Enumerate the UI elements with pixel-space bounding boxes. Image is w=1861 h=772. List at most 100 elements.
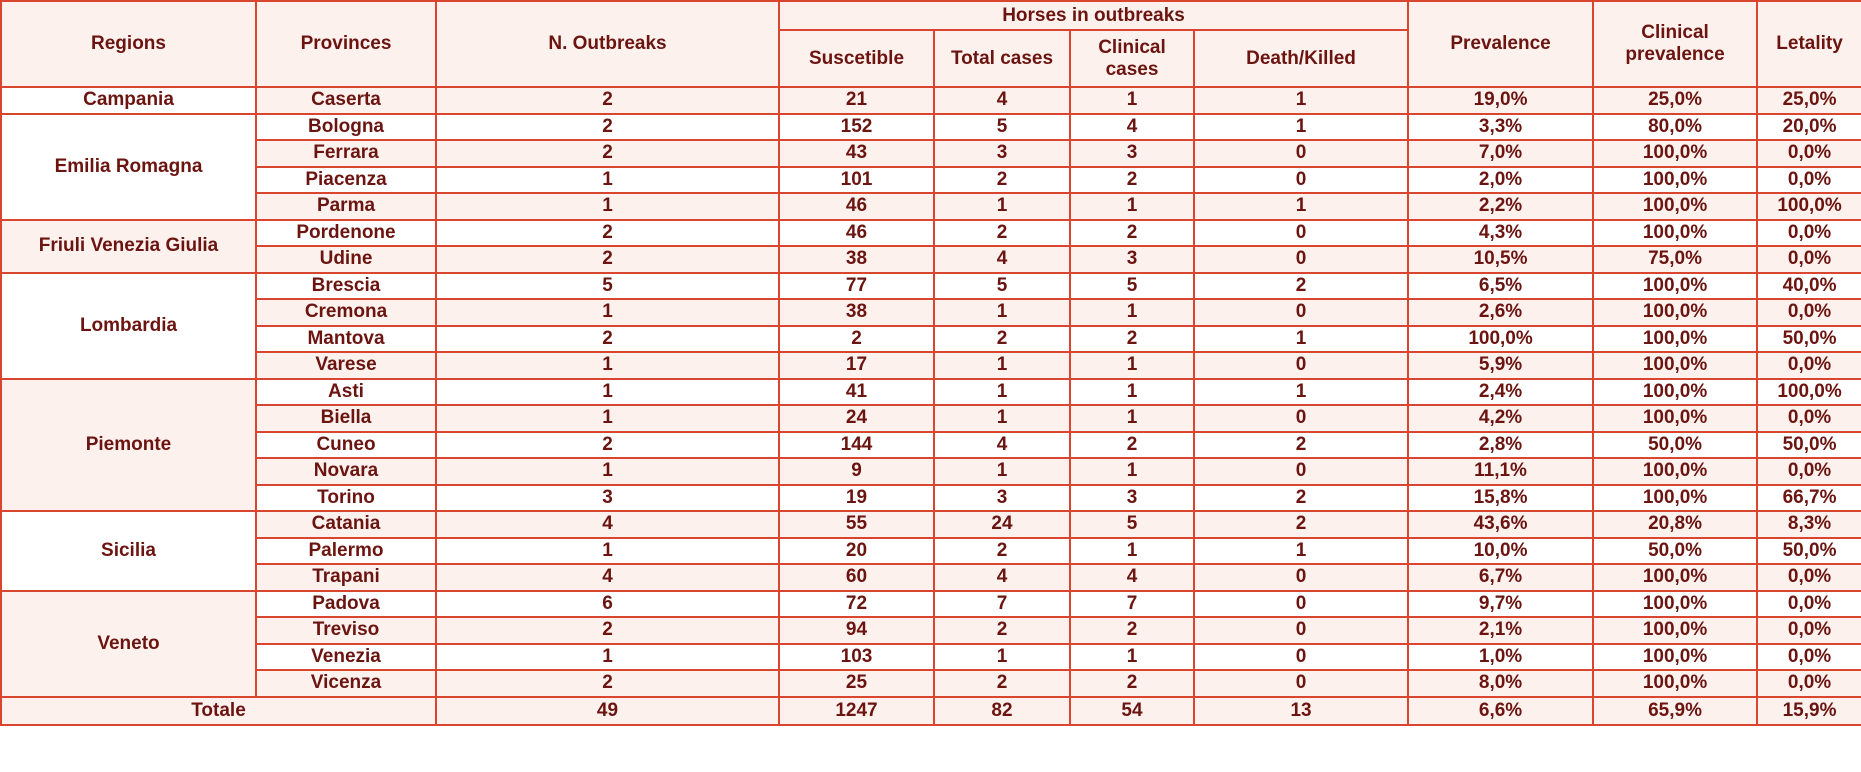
susceptible-cell: 24 [778,404,935,433]
header-clinical-prevalence: Clinical prevalence [1592,0,1759,88]
prevalence-cell: 15,8% [1407,483,1595,512]
clinical-cases-cell: 7 [1069,589,1195,618]
total-total-cases: 82 [933,695,1071,726]
prevalence-cell: 6,5% [1407,271,1595,300]
outbreaks-table: Regions Provinces N. Outbreaks Horses in… [0,0,1861,726]
total-cases-cell: 3 [933,483,1071,512]
table-row: Piacenza 1 101 2 2 0 2,0% 100,0% 0,0% [1,165,1861,194]
prevalence-cell: 1,0% [1407,642,1595,671]
clinical-cases-cell: 1 [1069,351,1195,380]
clinical-prevalence-cell: 100,0% [1592,404,1759,433]
clinical-prevalence-cell: 50,0% [1592,430,1759,459]
prevalence-cell: 4,2% [1407,404,1595,433]
table-row: Parma 1 46 1 1 1 2,2% 100,0% 100,0% [1,192,1861,221]
letality-cell: 0,0% [1756,589,1861,618]
susceptible-cell: 60 [778,563,935,592]
susceptible-cell: 77 [778,271,935,300]
outbreaks-cell: 1 [435,377,780,406]
susceptible-cell: 72 [778,589,935,618]
province-cell: Ferrara [255,139,437,168]
table-row: Campania Caserta 2 21 4 1 1 19,0% 25,0% 25,0% [0,86,1861,115]
table-row: Emilia Romagna Bologna 2 152 5 4 1 3,3% 80,0% 20,… [0,112,1861,221]
table-row: Piemonte Asti 1 41 1 1 1 2,4% 100,0% 100,0% [0,377,1861,512]
table-row: Veneto Padova 6 72 7 7 0 9,7% 100,0% 0,0% [0,589,1861,698]
death-killed-cell: 2 [1192,271,1410,300]
outbreaks-cell: 1 [435,165,780,194]
outbreaks-cell: 5 [435,271,780,300]
susceptible-cell: 46 [778,218,935,247]
letality-cell: 50,0% [1756,324,1861,353]
prevalence-cell: 11,1% [1407,457,1595,486]
death-killed-cell: 0 [1192,669,1410,698]
province-cell: Catania [255,510,437,539]
total-clinical-cases: 54 [1069,695,1195,726]
letality-cell: 8,3% [1756,510,1861,539]
province-cell: Piacenza [255,165,437,194]
death-killed-cell: 0 [1192,298,1410,327]
total-cases-cell: 2 [933,218,1071,247]
outbreaks-cell: 2 [435,139,780,168]
prevalence-cell: 100,0% [1407,324,1595,353]
region-cell: Friuli Venezia Giulia [0,218,257,274]
table-row: Lombardia Brescia 5 77 5 5 2 6,5% 100,0% 40,0% [0,271,1861,380]
outbreaks-cell: 2 [435,324,780,353]
clinical-cases-cell: 1 [1069,192,1195,221]
province-cell: Bologna [255,112,437,141]
total-cases-cell: 1 [933,404,1071,433]
total-cases-cell: 1 [933,642,1071,671]
table-row: Cremona 1 38 1 1 0 2,6% 100,0% 0,0% [1,298,1861,327]
clinical-prevalence-cell: 75,0% [1592,245,1759,274]
prevalence-cell: 2,4% [1407,377,1595,406]
clinical-prevalence-cell: 100,0% [1592,642,1759,671]
total-cases-cell: 2 [933,669,1071,698]
letality-cell: 40,0% [1756,271,1861,300]
prevalence-cell: 4,3% [1407,218,1595,247]
clinical-cases-cell: 2 [1069,430,1195,459]
susceptible-cell: 94 [778,616,935,645]
total-letality: 15,9% [1756,695,1861,726]
outbreaks-cell: 2 [435,616,780,645]
susceptible-cell: 17 [778,351,935,380]
prevalence-cell: 9,7% [1407,589,1595,618]
letality-cell: 0,0% [1756,616,1861,645]
table-row: Trapani 4 60 4 4 0 6,7% 100,0% 0,0% [1,563,1861,592]
outbreaks-cell: 1 [435,192,780,221]
clinical-prevalence-cell: 100,0% [1592,271,1759,300]
death-killed-cell: 0 [1192,218,1410,247]
total-prevalence: 6,6% [1407,695,1595,726]
table-row: Torino 3 19 3 3 2 15,8% 100,0% 66,7% [1,483,1861,512]
clinical-prevalence-cell: 100,0% [1592,298,1759,327]
prevalence-cell: 10,0% [1407,536,1595,565]
prevalence-cell: 3,3% [1407,112,1595,141]
clinical-prevalence-cell: 100,0% [1592,165,1759,194]
total-susceptible: 1247 [778,695,935,726]
total-cases-cell: 4 [933,430,1071,459]
clinical-cases-cell: 2 [1069,165,1195,194]
letality-cell: 50,0% [1756,430,1861,459]
outbreaks-cell: 1 [435,404,780,433]
death-killed-cell: 0 [1192,457,1410,486]
outbreaks-cell: 4 [435,510,780,539]
death-killed-cell: 2 [1192,510,1410,539]
prevalence-cell: 2,6% [1407,298,1595,327]
outbreaks-cell: 2 [435,245,780,274]
region-cell: Piemonte [0,377,257,512]
outbreaks-cell: 1 [435,351,780,380]
outbreaks-cell: 2 [435,86,780,115]
clinical-cases-cell: 3 [1069,483,1195,512]
total-cases-cell: 4 [933,245,1071,274]
susceptible-cell: 101 [778,165,935,194]
total-cases-cell: 1 [933,377,1071,406]
total-cases-cell: 4 [933,86,1071,115]
death-killed-cell: 0 [1192,245,1410,274]
province-cell: Trapani [255,563,437,592]
province-cell: Padova [255,589,437,618]
clinical-cases-cell: 1 [1069,536,1195,565]
province-cell: Udine [255,245,437,274]
header-outbreaks: N. Outbreaks [435,0,780,88]
death-killed-cell: 0 [1192,642,1410,671]
susceptible-cell: 43 [778,139,935,168]
table-body: Campania Caserta 2 21 4 1 1 19,0% 25,0% 25,0% Emil… [0,86,1861,698]
clinical-prevalence-cell: 100,0% [1592,457,1759,486]
province-cell: Mantova [255,324,437,353]
